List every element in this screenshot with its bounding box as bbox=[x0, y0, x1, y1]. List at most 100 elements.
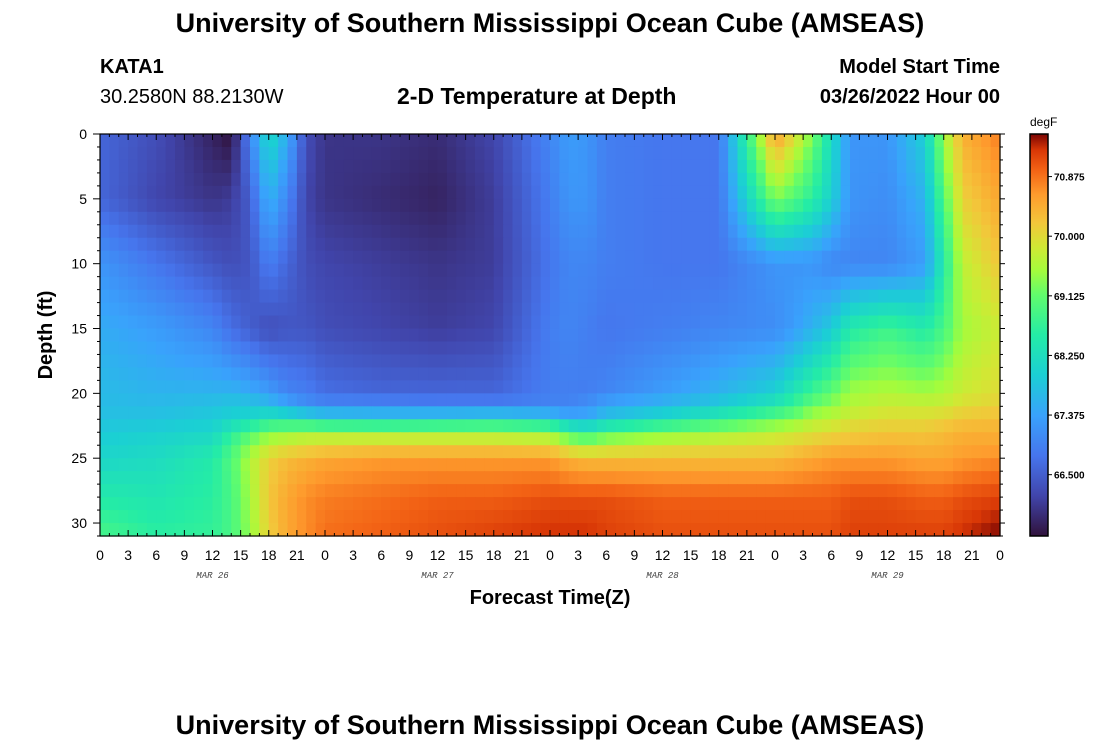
heatmap-cell bbox=[915, 523, 926, 537]
heatmap-cell bbox=[765, 159, 776, 174]
heatmap-cell bbox=[596, 224, 607, 239]
heatmap-cell bbox=[737, 510, 748, 524]
heatmap-cell bbox=[859, 406, 870, 420]
heatmap-cell bbox=[503, 172, 514, 187]
heatmap-cell bbox=[709, 445, 720, 459]
heatmap-cell bbox=[334, 419, 345, 433]
heatmap-cell bbox=[821, 198, 832, 213]
heatmap-cell bbox=[390, 406, 401, 420]
heatmap-cell bbox=[296, 185, 307, 200]
heatmap-cell bbox=[915, 263, 926, 278]
heatmap-cell bbox=[521, 224, 532, 239]
heatmap-cell bbox=[775, 510, 785, 524]
heatmap-cell bbox=[953, 146, 964, 161]
heatmap-cell bbox=[803, 367, 814, 381]
heatmap-cell bbox=[793, 484, 804, 498]
heatmap-cell bbox=[953, 393, 964, 407]
heatmap-cell bbox=[559, 302, 570, 317]
heatmap-cell bbox=[484, 302, 495, 317]
heatmap-cell bbox=[803, 289, 814, 304]
heatmap-cell bbox=[718, 367, 729, 381]
x-tick-label: 0 bbox=[771, 547, 779, 563]
heatmap-cell bbox=[390, 458, 401, 472]
heatmap-cell bbox=[465, 315, 476, 330]
heatmap-cell bbox=[971, 289, 982, 304]
heatmap-cell bbox=[231, 134, 242, 148]
heatmap-cell bbox=[662, 302, 673, 317]
heatmap-cell bbox=[128, 341, 139, 356]
heatmap-cell bbox=[315, 367, 326, 381]
heatmap-cell bbox=[868, 302, 879, 317]
heatmap-cell bbox=[850, 302, 860, 317]
heatmap-cell bbox=[850, 237, 860, 252]
heatmap-cell bbox=[596, 497, 607, 511]
heatmap-cell bbox=[971, 172, 982, 187]
heatmap-cell bbox=[418, 341, 429, 356]
heatmap-cell bbox=[775, 172, 785, 187]
heatmap-cell bbox=[887, 172, 898, 187]
heatmap-cell bbox=[381, 380, 392, 394]
heatmap-cell bbox=[446, 445, 457, 459]
heatmap-cell bbox=[381, 367, 392, 381]
heatmap-cell bbox=[390, 198, 401, 213]
heatmap-cell bbox=[203, 484, 214, 498]
heatmap-cell bbox=[184, 159, 195, 174]
heatmap-cell bbox=[296, 224, 307, 239]
heatmap-cell bbox=[484, 445, 495, 459]
heatmap-cell bbox=[212, 315, 223, 330]
heatmap-cell bbox=[671, 328, 682, 343]
heatmap-cell bbox=[653, 497, 664, 511]
heatmap-cell bbox=[906, 237, 917, 252]
heatmap-cell bbox=[343, 458, 354, 472]
heatmap-cell bbox=[662, 328, 673, 343]
heatmap-cell bbox=[690, 458, 701, 472]
heatmap-cell bbox=[681, 341, 692, 356]
heatmap-cell bbox=[306, 146, 317, 161]
heatmap-cell bbox=[793, 315, 804, 330]
heatmap-cell bbox=[943, 445, 954, 459]
heatmap-cell bbox=[981, 134, 992, 148]
heatmap-cell bbox=[325, 134, 335, 148]
heatmap-cell bbox=[446, 211, 457, 226]
heatmap-cell bbox=[943, 471, 954, 485]
heatmap-cell bbox=[643, 172, 654, 187]
heatmap-cell bbox=[362, 484, 373, 498]
model-start-time: 03/26/2022 Hour 00 bbox=[819, 86, 1000, 108]
heatmap-cell bbox=[756, 302, 767, 317]
heatmap-cell bbox=[268, 250, 279, 265]
heatmap-cell bbox=[775, 237, 785, 252]
heatmap-cell bbox=[728, 237, 739, 252]
heatmap-cell bbox=[221, 211, 232, 226]
heatmap-cell bbox=[371, 510, 382, 524]
heatmap-cell bbox=[287, 289, 298, 304]
heatmap-cell bbox=[137, 523, 148, 537]
heatmap-cell bbox=[212, 172, 223, 187]
heatmap-cell bbox=[662, 484, 673, 498]
heatmap-cell bbox=[671, 263, 682, 278]
heatmap-cell bbox=[381, 458, 392, 472]
heatmap-cell bbox=[878, 328, 889, 343]
heatmap-cell bbox=[971, 315, 982, 330]
heatmap-cell bbox=[287, 458, 298, 472]
heatmap-cell bbox=[615, 276, 626, 291]
heatmap-cell bbox=[203, 419, 214, 433]
heatmap-cell bbox=[962, 224, 973, 239]
heatmap-cell bbox=[878, 185, 889, 200]
heatmap-cell bbox=[418, 497, 429, 511]
heatmap-cell bbox=[390, 523, 401, 537]
heatmap-cell bbox=[662, 276, 673, 291]
heatmap-cell bbox=[746, 341, 757, 356]
heatmap-cell bbox=[137, 419, 148, 433]
heatmap-cell bbox=[193, 445, 204, 459]
heatmap-cell bbox=[634, 224, 645, 239]
heatmap-cell bbox=[596, 185, 607, 200]
heatmap-cell bbox=[428, 354, 439, 369]
heatmap-cell bbox=[315, 198, 326, 213]
heatmap-cell bbox=[559, 237, 570, 252]
heatmap-cell bbox=[306, 198, 317, 213]
heatmap-cell bbox=[878, 263, 889, 278]
heatmap-cell bbox=[990, 185, 1001, 200]
heatmap-cell bbox=[146, 341, 157, 356]
heatmap-cell bbox=[465, 263, 476, 278]
heatmap-cell bbox=[990, 484, 1001, 498]
